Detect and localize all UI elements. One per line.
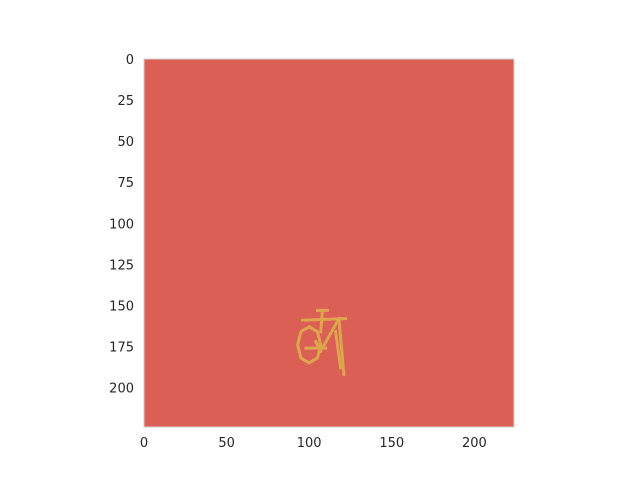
x-axis: 0 50 100 150 200	[140, 436, 487, 451]
y-tick-label: 75	[117, 176, 134, 191]
y-tick-label: 100	[109, 217, 134, 232]
image-background	[144, 59, 514, 427]
y-tick-label: 200	[109, 382, 134, 397]
x-tick-label: 150	[379, 436, 404, 451]
stroke-rear-wheel	[296, 324, 323, 365]
x-tick-label: 0	[140, 436, 148, 451]
plot-area	[143, 58, 515, 428]
foreground-drawing	[296, 308, 348, 377]
y-tick-label: 25	[117, 94, 134, 109]
axes-frame	[143, 58, 515, 428]
y-axis: 0 25 50 75 100 125 150 175 200	[109, 53, 134, 397]
stroke-down-tube	[320, 316, 341, 351]
x-tick-label: 100	[297, 436, 322, 451]
y-tick-label: 125	[109, 258, 134, 273]
x-tick-label: 200	[462, 436, 487, 451]
stroke-fork	[337, 316, 346, 377]
stroke-fork-blade	[333, 330, 343, 370]
y-tick-label: 150	[109, 299, 134, 314]
y-tick-label: 175	[109, 341, 134, 356]
x-tick-label: 50	[218, 436, 235, 451]
y-tick-label: 0	[126, 53, 134, 68]
stroke-seat-post	[319, 308, 325, 334]
y-tick-label: 50	[117, 135, 134, 150]
